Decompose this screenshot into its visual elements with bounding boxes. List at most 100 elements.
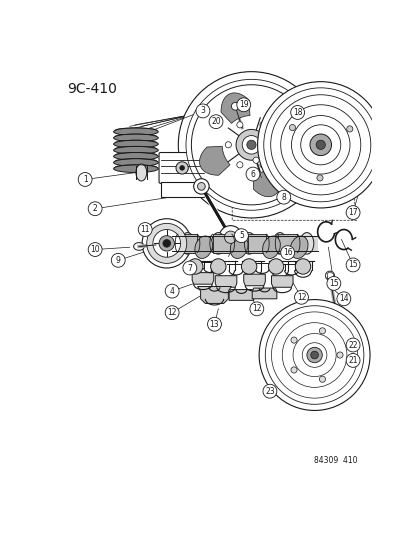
Circle shape <box>271 142 277 148</box>
Bar <box>160 182 203 197</box>
Text: 17: 17 <box>347 208 357 217</box>
Circle shape <box>218 225 242 249</box>
Text: 8: 8 <box>281 192 285 201</box>
Circle shape <box>197 182 205 190</box>
Circle shape <box>178 71 324 218</box>
Text: 14: 14 <box>338 294 348 303</box>
Circle shape <box>236 122 242 128</box>
Circle shape <box>326 277 340 290</box>
Ellipse shape <box>268 259 283 274</box>
Circle shape <box>294 290 308 304</box>
Circle shape <box>263 88 377 202</box>
Polygon shape <box>252 288 276 299</box>
Circle shape <box>290 367 297 373</box>
Polygon shape <box>192 273 213 284</box>
Circle shape <box>224 231 236 244</box>
Circle shape <box>318 328 325 334</box>
Ellipse shape <box>195 236 212 259</box>
Circle shape <box>336 292 350 306</box>
Polygon shape <box>197 287 231 303</box>
Circle shape <box>252 157 259 163</box>
Circle shape <box>290 106 304 119</box>
Ellipse shape <box>113 165 158 173</box>
Circle shape <box>336 352 342 358</box>
Polygon shape <box>215 276 236 287</box>
Circle shape <box>270 95 370 195</box>
Circle shape <box>236 98 250 112</box>
Polygon shape <box>252 166 281 197</box>
Circle shape <box>159 236 174 251</box>
Bar <box>212 234 231 253</box>
Circle shape <box>259 300 369 410</box>
Ellipse shape <box>242 232 256 254</box>
Polygon shape <box>221 93 249 124</box>
Circle shape <box>78 173 92 187</box>
Circle shape <box>209 115 223 128</box>
Ellipse shape <box>133 243 144 251</box>
Circle shape <box>231 102 239 110</box>
Circle shape <box>185 79 316 210</box>
Circle shape <box>318 376 325 382</box>
Text: 1: 1 <box>83 175 87 184</box>
Bar <box>178 234 196 253</box>
FancyBboxPatch shape <box>159 152 205 183</box>
Text: 3: 3 <box>200 107 205 116</box>
Circle shape <box>290 337 297 343</box>
Text: 20: 20 <box>211 117 220 126</box>
Circle shape <box>138 223 152 237</box>
Text: 19: 19 <box>238 100 248 109</box>
Polygon shape <box>228 289 253 301</box>
Ellipse shape <box>113 128 158 135</box>
Circle shape <box>162 239 170 247</box>
Text: 84309  410: 84309 410 <box>313 456 357 465</box>
Ellipse shape <box>113 134 158 142</box>
Circle shape <box>289 125 295 131</box>
Circle shape <box>292 334 335 377</box>
Circle shape <box>282 322 346 387</box>
Bar <box>247 234 266 253</box>
Text: 9C-410: 9C-410 <box>66 82 116 95</box>
Circle shape <box>242 135 260 154</box>
Text: 12: 12 <box>167 308 176 317</box>
Circle shape <box>207 317 221 331</box>
Ellipse shape <box>180 232 194 254</box>
Text: 2: 2 <box>93 204 97 213</box>
Circle shape <box>346 126 352 132</box>
Circle shape <box>309 134 331 156</box>
Polygon shape <box>202 287 226 298</box>
Text: 10: 10 <box>90 245 100 254</box>
Text: 9: 9 <box>116 256 120 265</box>
Circle shape <box>345 258 359 272</box>
Circle shape <box>179 166 184 170</box>
Circle shape <box>234 229 248 243</box>
Circle shape <box>325 271 334 280</box>
Circle shape <box>262 384 276 398</box>
Text: 15: 15 <box>328 279 338 288</box>
Circle shape <box>259 161 266 168</box>
Text: 23: 23 <box>264 387 274 395</box>
Circle shape <box>316 140 325 149</box>
Circle shape <box>280 105 360 185</box>
Text: 13: 13 <box>209 320 219 329</box>
Circle shape <box>235 130 266 160</box>
Text: 15: 15 <box>347 261 357 269</box>
Text: 5: 5 <box>238 231 243 240</box>
Ellipse shape <box>113 159 158 166</box>
Ellipse shape <box>230 236 247 259</box>
Ellipse shape <box>187 259 202 274</box>
Ellipse shape <box>113 140 158 148</box>
Circle shape <box>271 312 357 398</box>
Circle shape <box>291 116 349 174</box>
Text: 18: 18 <box>292 108 301 117</box>
Circle shape <box>249 302 263 316</box>
Polygon shape <box>243 274 265 286</box>
Circle shape <box>165 284 179 298</box>
Text: 4: 4 <box>169 287 174 296</box>
Circle shape <box>191 85 311 205</box>
Ellipse shape <box>113 152 158 160</box>
Circle shape <box>300 125 340 165</box>
Circle shape <box>146 223 186 263</box>
Bar <box>172 236 318 251</box>
Circle shape <box>310 351 318 359</box>
Text: 7: 7 <box>187 263 192 272</box>
